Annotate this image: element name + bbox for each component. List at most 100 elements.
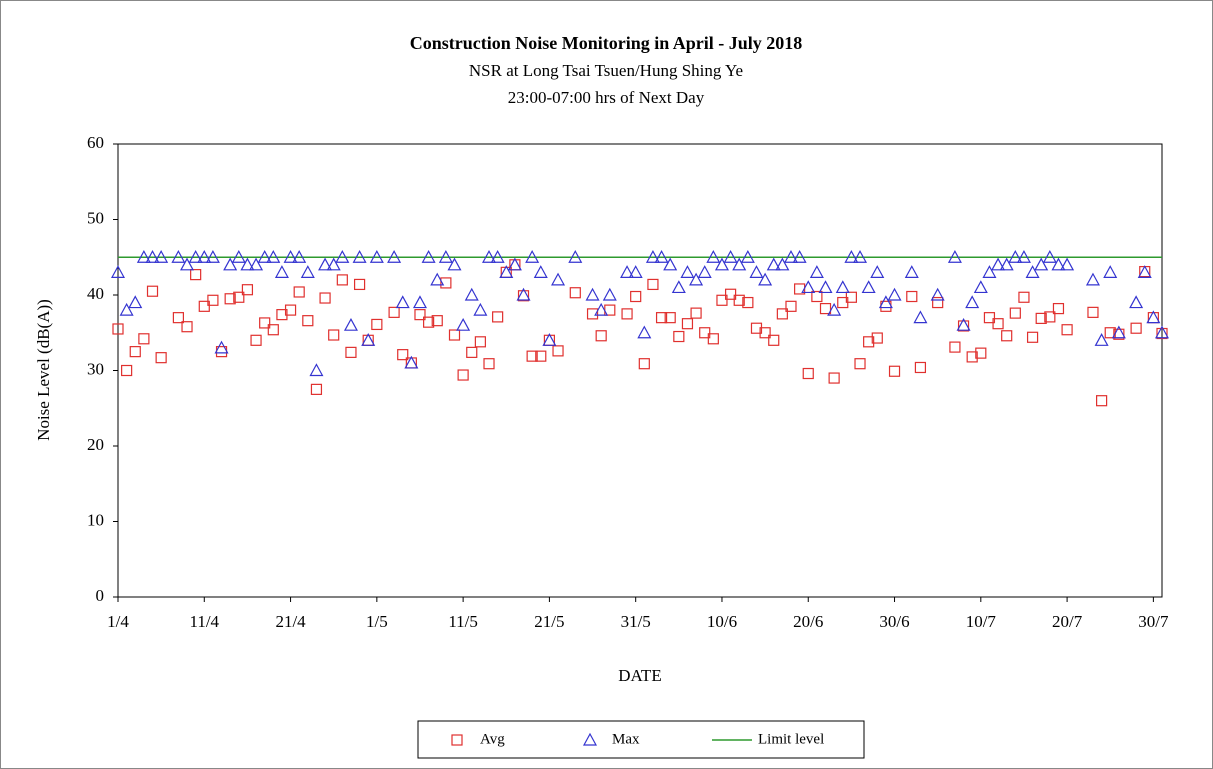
- data-point: [492, 311, 504, 323]
- data-point: [749, 265, 764, 278]
- data-point: [585, 287, 600, 301]
- data-point: [335, 249, 350, 263]
- data-point: [568, 249, 583, 263]
- data-point: [267, 324, 279, 336]
- data-point: [1130, 322, 1142, 334]
- data-point: [249, 257, 264, 271]
- data-point: [716, 294, 728, 306]
- data-point: [517, 290, 530, 302]
- data-point: [844, 249, 859, 263]
- data-point: [973, 280, 988, 294]
- data-point: [371, 318, 383, 331]
- data-point: [819, 302, 832, 315]
- chart-subtitle: NSR at Long Tsai Tsuen/Hung Shing Ye: [469, 61, 743, 80]
- data-point: [983, 312, 996, 324]
- data-point: [655, 312, 668, 324]
- data-point: [664, 312, 676, 324]
- y-tick-label: 0: [96, 586, 105, 605]
- data-point: [690, 307, 702, 319]
- data-point: [707, 333, 719, 345]
- data-point: [395, 295, 410, 309]
- data-point: [1113, 328, 1125, 340]
- data-point: [181, 321, 193, 333]
- data-point: [1042, 249, 1057, 263]
- x-tick-label: 21/4: [275, 612, 306, 631]
- data-point: [663, 257, 678, 271]
- data-point: [274, 265, 289, 278]
- data-point: [595, 330, 607, 342]
- data-point: [783, 249, 799, 263]
- data-point: [310, 383, 323, 395]
- data-point: [119, 302, 134, 316]
- data-point: [421, 249, 436, 263]
- data-point: [1129, 295, 1144, 309]
- y-tick-label: 20: [87, 435, 104, 454]
- data-point: [628, 265, 643, 278]
- data-point: [870, 265, 885, 278]
- data-point: [328, 329, 340, 341]
- data-point: [1026, 331, 1039, 343]
- data-point: [775, 257, 790, 271]
- data-point: [259, 317, 271, 329]
- x-axis-label: DATE: [618, 666, 661, 685]
- data-point: [431, 315, 443, 327]
- data-point: [412, 295, 427, 309]
- legend-marker: [451, 734, 463, 746]
- data-point: [1016, 249, 1031, 263]
- data-point: [438, 249, 453, 263]
- data-point: [569, 287, 581, 299]
- data-point: [913, 310, 928, 324]
- data-point: [552, 345, 564, 357]
- data-point: [526, 350, 538, 362]
- data-point: [121, 364, 133, 377]
- data-point: [397, 349, 409, 361]
- x-tick-label: 31/5: [621, 612, 651, 631]
- data-point: [723, 249, 738, 263]
- data-point: [732, 257, 747, 271]
- data-point: [309, 363, 324, 377]
- data-point: [654, 249, 669, 263]
- data-point: [714, 257, 729, 271]
- data-point: [999, 257, 1014, 271]
- data-point: [594, 302, 609, 316]
- data-point: [637, 325, 652, 339]
- data-point: [473, 302, 488, 316]
- data-point: [785, 300, 797, 312]
- data-point: [138, 333, 150, 345]
- data-point: [197, 249, 212, 263]
- data-point: [507, 257, 522, 271]
- data-point: [361, 333, 376, 346]
- data-point: [440, 277, 452, 289]
- x-tick-label: 1/5: [366, 612, 388, 631]
- data-point: [740, 249, 755, 263]
- data-point: [854, 358, 866, 370]
- data-point: [982, 265, 997, 278]
- x-tick-label: 11/5: [448, 612, 478, 631]
- chart-title: Construction Noise Monitoring in April -…: [410, 33, 803, 53]
- data-point: [1103, 265, 1118, 278]
- data-point: [180, 257, 195, 271]
- data-point: [499, 265, 514, 278]
- data-point: [457, 369, 469, 381]
- data-point: [647, 278, 659, 291]
- data-point: [345, 346, 357, 358]
- data-point: [112, 323, 124, 335]
- data-point: [792, 249, 807, 263]
- data-point: [1018, 291, 1030, 303]
- data-point: [802, 367, 814, 380]
- legend-label: Limit level: [758, 731, 824, 747]
- data-point: [1087, 306, 1099, 318]
- data-point: [759, 327, 771, 339]
- data-point: [490, 249, 505, 263]
- data-point: [266, 249, 281, 263]
- data-point: [1060, 257, 1075, 271]
- data-point: [1025, 265, 1040, 278]
- data-point: [811, 290, 823, 303]
- data-point: [171, 249, 186, 263]
- data-point: [300, 265, 315, 278]
- data-point: [1061, 324, 1073, 336]
- data-point: [706, 249, 721, 263]
- data-point: [602, 287, 617, 301]
